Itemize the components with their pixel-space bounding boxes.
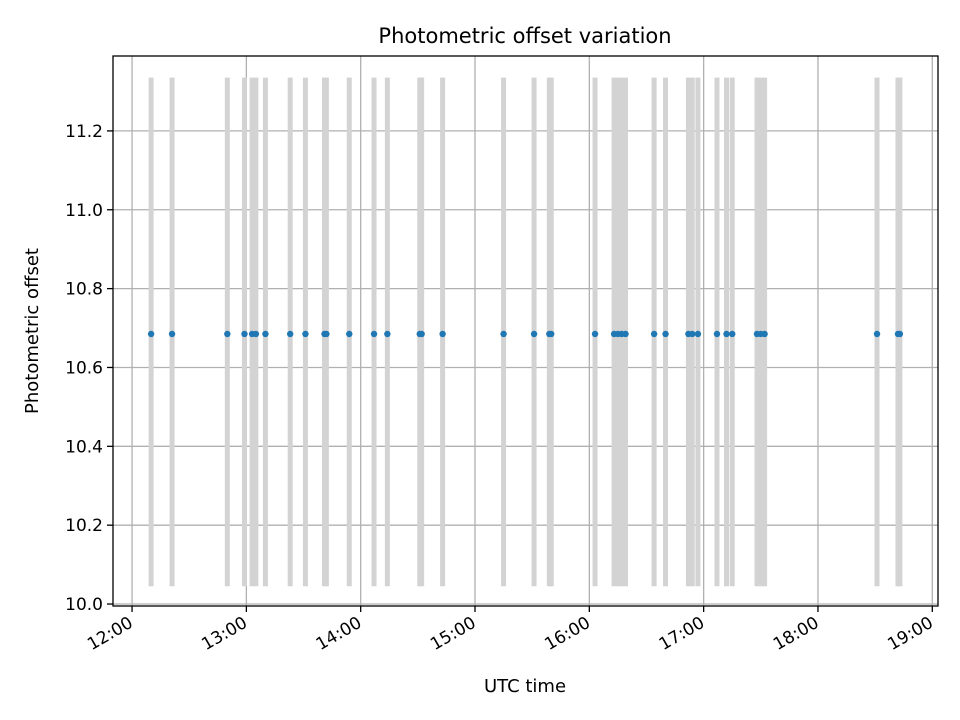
x-axis-label: UTC time xyxy=(484,676,566,697)
data-point xyxy=(548,330,555,338)
data-point xyxy=(689,330,696,338)
chart-title: Photometric offset variation xyxy=(378,24,671,48)
data-point xyxy=(418,330,425,338)
data-point xyxy=(622,330,629,338)
x-tick-label: 15:00 xyxy=(427,613,479,655)
point-layer xyxy=(147,330,904,338)
x-tick-label: 13:00 xyxy=(198,613,250,655)
data-point xyxy=(873,330,881,338)
y-tick-label: 10.6 xyxy=(65,358,103,378)
data-point xyxy=(323,330,330,338)
data-point xyxy=(591,330,599,338)
y-axis-label: Photometric offset xyxy=(22,248,43,414)
plot-frame xyxy=(112,55,939,607)
grid-layer xyxy=(113,56,938,606)
x-tick-label: 19:00 xyxy=(884,613,936,655)
data-point xyxy=(530,330,538,338)
data-point xyxy=(694,330,702,338)
y-tick-label: 11.2 xyxy=(65,122,103,142)
data-point xyxy=(302,330,309,338)
data-point xyxy=(761,330,768,338)
x-tick-label: 12:00 xyxy=(84,613,136,655)
y-tick-label: 10.4 xyxy=(65,437,103,457)
x-tick-label: 16:00 xyxy=(541,613,593,655)
data-point xyxy=(723,330,730,338)
y-tick-label: 10.0 xyxy=(65,595,103,615)
data-point xyxy=(147,330,155,338)
data-point xyxy=(262,330,269,338)
y-tick-label: 10.8 xyxy=(65,280,103,300)
data-point xyxy=(500,330,507,338)
y-axis: 10.0 10.2 10.4 10.6 10.8 11.0 11.2 xyxy=(65,122,113,615)
y-tick-label: 11.0 xyxy=(65,201,103,221)
data-point xyxy=(224,330,231,338)
data-point xyxy=(896,330,904,338)
x-tick-label: 14:00 xyxy=(313,613,365,655)
data-point xyxy=(439,330,446,338)
data-point xyxy=(713,330,721,338)
data-point xyxy=(346,330,353,338)
x-tick-label: 17:00 xyxy=(656,613,708,655)
x-tick-label: 18:00 xyxy=(770,613,822,655)
data-point xyxy=(168,330,176,338)
data-point xyxy=(729,330,736,338)
data-point xyxy=(241,330,248,338)
y-tick-label: 10.2 xyxy=(65,516,103,536)
x-axis: 12:00 13:00 14:00 15:00 16:00 17:00 18:00 19:00 xyxy=(84,606,937,655)
data-point xyxy=(384,330,391,338)
data-point xyxy=(662,330,669,338)
data-point xyxy=(650,330,658,338)
data-point xyxy=(370,330,378,338)
data-point xyxy=(252,330,260,338)
data-point xyxy=(286,330,294,338)
